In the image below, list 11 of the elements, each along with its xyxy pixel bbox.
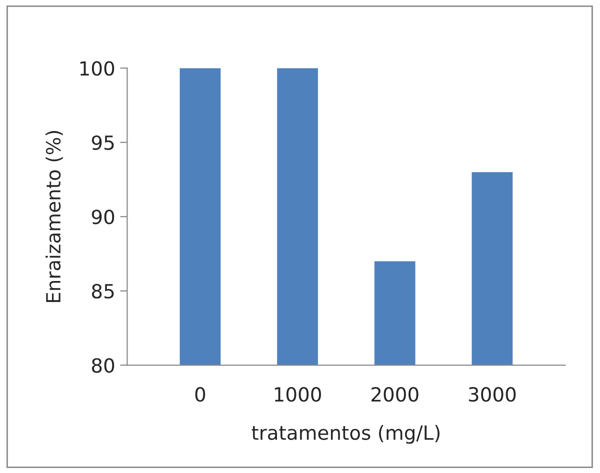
x-tick-label: 2000 [372, 387, 418, 402]
y-tick-label: 90 [92, 210, 114, 224]
x-tick-label: 3000 [468, 387, 516, 402]
y-axis-title: Enraizamento (%) [46, 130, 63, 302]
x-tick-label: 0 [195, 387, 206, 402]
y-tick-label: 80 [92, 358, 114, 373]
x-axis-title: tratamentos (mg/L) [252, 424, 440, 444]
y-tick-label: 95 [92, 135, 114, 150]
y-tick-label: 85 [92, 284, 114, 299]
y-tick-label: 100 [80, 61, 114, 76]
x-tick-label: 1000 [274, 387, 321, 402]
